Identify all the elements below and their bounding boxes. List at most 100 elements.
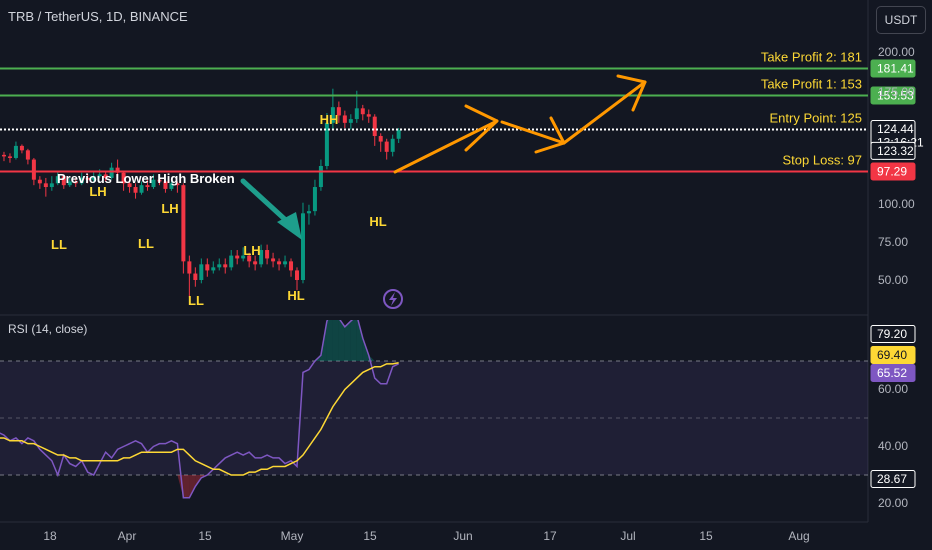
candle-body [85,177,90,180]
price-badge-text: 123.32 [877,144,914,158]
candle-body [360,108,365,115]
rsi-badge [870,364,916,382]
symbol-title: TRB / TetherUS, 1D, BINANCE [8,9,188,24]
price-badge-text: 124.44 [877,122,914,136]
candle-body [115,167,120,173]
price-badge-text: 97.29 [877,165,907,179]
candle-body [324,122,329,166]
price-axis: 200.00 175.00 100.00 75.00 50.00 [878,45,915,287]
candle-body [205,264,210,271]
level-label-entry: Entry Point: 125 [770,111,863,126]
candle-body [211,267,216,271]
candle-body [384,141,389,152]
candle-body [133,187,138,193]
candle-body [157,179,162,182]
candle-body [121,172,126,184]
price-badge [870,59,916,78]
time-tick: 18 [43,529,57,543]
candle-body [187,261,192,274]
time-tick: 15 [198,529,212,543]
time-tick: Jun [453,529,472,543]
time-tick: Aug [788,529,809,543]
candle-body [37,179,42,184]
candle-body [67,181,72,186]
rsi-overbought-fill [326,320,333,361]
currency-button[interactable]: USDT [876,6,926,34]
time-tick: 15 [363,529,377,543]
candle-body [300,213,305,280]
swing-labels: LH LL LL LH LL LH HL HH HL [51,112,387,308]
candle-body [336,107,341,116]
level-label-tp: Take Profit 1: 153 [761,77,862,92]
rsi-line [0,320,399,499]
headline-annotation: Previous Lower High Broken [57,171,235,186]
candle-body [169,183,174,189]
candles-group [1,88,401,298]
rsi-tick: 20.00 [878,496,908,510]
candle-body [348,119,353,123]
rsi-overbought-fill [338,320,345,361]
candle-body [217,264,222,268]
candle-body [151,179,156,188]
rsi-ma-line [0,361,399,476]
candle-body [13,145,18,158]
projection-arrow [393,74,647,174]
time-axis: 18 Apr 15 May 15 Jun 17 Jul 15 Aug [43,529,809,543]
candle-body [247,255,252,262]
candle-body [61,176,66,186]
candle-body [306,211,311,214]
swing-label-ll: LL [138,236,154,251]
candle-body [43,183,48,188]
candle-body [175,183,180,186]
candle-body [55,176,60,184]
swing-label-ll: LL [188,293,204,308]
candle-body [318,166,323,188]
candle-body [312,187,317,212]
candle-body [372,116,377,137]
candle-body [241,255,246,259]
time-tick: 15 [699,529,713,543]
candle-body [103,174,108,178]
price-badge [870,86,916,105]
price-tick: 50.00 [878,273,908,287]
candle-body [265,250,270,259]
candle-body [199,264,204,280]
level-label-sl: Stop Loss: 97 [783,153,863,168]
candle-body [330,107,335,123]
candle-body [31,159,36,180]
candle-body [25,150,30,160]
candle-body [295,270,299,280]
price-badge-text: 181.41 [877,62,914,76]
rsi-tick: 60.00 [878,382,908,396]
rsi-badge [870,325,916,343]
candle-body [7,156,12,158]
price-badge-text: 153.53 [877,89,914,103]
candle-body [1,154,6,157]
lightning-icon [383,289,403,309]
price-tick: 75.00 [878,235,908,249]
candle-body [366,114,371,117]
candle-body [277,261,282,265]
breakout-arrow [240,178,302,240]
rsi-tick: 40.00 [878,439,908,453]
rsi-badge-text: 69.40 [877,348,907,362]
candle-body [396,130,401,139]
candle-body [223,264,228,268]
rsi-badge [870,346,916,364]
rsi-badge [870,470,916,488]
candle-body [229,255,234,268]
candle-body [145,185,150,188]
candle-body [259,250,264,265]
rsi-badge-text: 79.20 [877,327,907,341]
candle-body [163,181,168,189]
price-badge [870,141,916,160]
candle-body [91,176,96,180]
rsi-overbought-fill [344,321,351,361]
candle-body [193,273,198,280]
time-tick: 17 [543,529,557,543]
level-label-tp: Take Profit 2: 181 [761,50,862,65]
swing-label-lh: LH [243,243,260,258]
time-tick: Apr [118,529,137,543]
price-tick: 100.00 [878,197,915,211]
